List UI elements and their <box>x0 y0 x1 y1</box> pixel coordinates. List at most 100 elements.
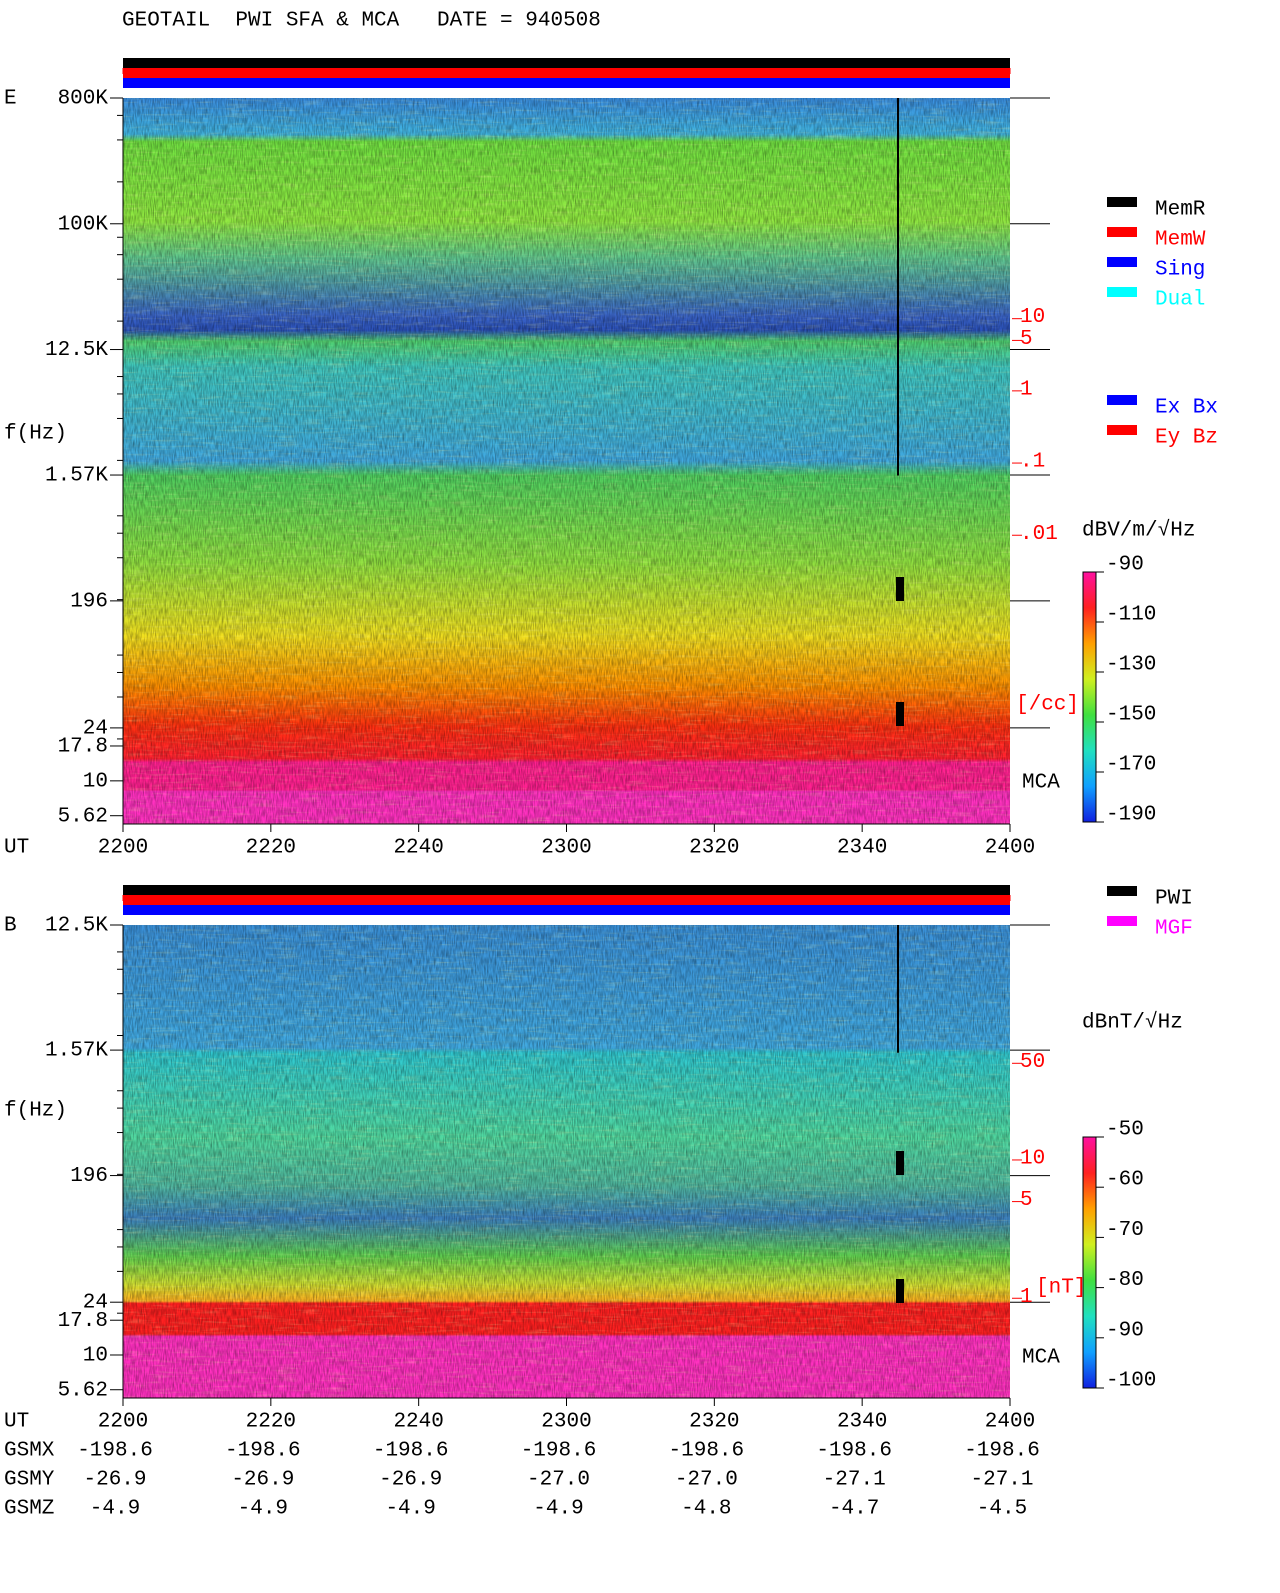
legend-swatch <box>1107 916 1137 926</box>
band-label: MCA <box>1022 1347 1060 1370</box>
orbit-value: -27.0 <box>527 1469 590 1492</box>
y-tick-label: 196 <box>70 590 108 613</box>
x-tick-label: 2340 <box>837 837 887 860</box>
x-tick-label: 2200 <box>98 1411 148 1434</box>
y-tick-label: 12.5K <box>45 915 108 938</box>
colorbar-tick-label: -60 <box>1106 1169 1144 1192</box>
colorbar-tick-label: -100 <box>1106 1370 1156 1393</box>
y2-tick-label: 5 <box>1020 1189 1033 1212</box>
orbit-value: -27.0 <box>675 1469 738 1492</box>
x-tick-label: 2300 <box>541 1411 591 1434</box>
y-tick-label: 24 <box>83 1292 108 1315</box>
orbit-value: -4.5 <box>977 1498 1027 1521</box>
orbit-name: GSMX <box>4 1440 55 1463</box>
spectrogram-noise <box>123 98 1010 824</box>
y2-tick-label: .1 <box>1020 451 1045 474</box>
y-tick-label: 196 <box>70 1165 108 1188</box>
panel-label: E <box>4 88 17 111</box>
x-tick-label: 2320 <box>689 1411 739 1434</box>
orbit-value: -4.9 <box>238 1498 288 1521</box>
status-bar <box>123 58 1010 68</box>
colorbar-tick-label: -170 <box>1106 754 1156 777</box>
y-axis-label: f(Hz) <box>4 1100 67 1123</box>
orbit-value: -4.9 <box>90 1498 140 1521</box>
legend-swatch <box>1107 395 1137 405</box>
colorbar-tick-label: -90 <box>1106 554 1144 577</box>
marker <box>896 702 904 726</box>
x-tick-label: 2400 <box>985 1411 1035 1434</box>
y2-axis-label: [/cc] <box>1016 694 1079 717</box>
status-bar <box>123 905 1010 915</box>
colorbar-label: dBnT/√Hz <box>1082 1011 1183 1035</box>
legend-swatch <box>1107 227 1137 237</box>
chart-title: GEOTAIL PWI SFA & MCA DATE = 940508 <box>122 10 601 33</box>
x-tick-label: 2300 <box>541 837 591 860</box>
marker <box>896 577 904 601</box>
panel-label: B <box>4 915 17 938</box>
legend-label: Sing <box>1155 259 1205 282</box>
colorbar-tick-label: -110 <box>1106 604 1156 627</box>
y-tick-label: 1.57K <box>45 1040 108 1063</box>
colorbar-label: dBV/m/√Hz <box>1082 519 1195 543</box>
legend-label: MGF <box>1155 918 1193 941</box>
colorbar-tick-label: -190 <box>1106 804 1156 827</box>
orbit-value: -4.8 <box>681 1498 731 1521</box>
legend-label: Ey Bz <box>1155 427 1218 450</box>
orbit-value: -26.9 <box>379 1469 442 1492</box>
orbit-value: -4.9 <box>533 1498 583 1521</box>
colorbar-tick-label: -90 <box>1106 1319 1144 1342</box>
y-tick-label: 5.62 <box>58 1379 108 1402</box>
marker <box>896 1279 904 1303</box>
orbit-name: GSMY <box>4 1469 55 1492</box>
y2-tick-label: 5 <box>1020 328 1033 351</box>
colorbar-tick-label: -150 <box>1106 704 1156 727</box>
orbit-value: -4.9 <box>385 1498 435 1521</box>
y-tick-label: 5.62 <box>58 805 108 828</box>
legend-swatch <box>1107 287 1137 297</box>
x-tick-label: 2240 <box>393 1411 443 1434</box>
colorbar <box>1082 1136 1097 1389</box>
x-tick-label: 2340 <box>837 1411 887 1434</box>
x-tick-label: 2200 <box>98 837 148 860</box>
orbit-value: -26.9 <box>231 1469 294 1492</box>
orbit-value: -198.6 <box>964 1440 1040 1463</box>
orbit-value: -198.6 <box>225 1440 301 1463</box>
x-axis-label: UT <box>4 837 29 860</box>
y-tick-label: 17.8 <box>58 1310 108 1333</box>
x-tick-label: 2220 <box>246 837 296 860</box>
colorbar-tick-label: -80 <box>1106 1269 1144 1292</box>
orbit-value: -198.6 <box>669 1440 745 1463</box>
legend-swatch <box>1107 257 1137 267</box>
status-bar <box>123 885 1010 895</box>
legend-label: PWI <box>1155 888 1193 911</box>
x-tick-label: 2240 <box>393 837 443 860</box>
x-axis-label: UT <box>4 1411 29 1434</box>
legend-swatch <box>1107 886 1137 896</box>
status-bar <box>123 78 1010 88</box>
legend-label: Ex Bx <box>1155 397 1218 420</box>
orbit-value: -27.1 <box>970 1469 1033 1492</box>
legend-swatch <box>1107 425 1137 435</box>
orbit-value: -198.6 <box>373 1440 449 1463</box>
colorbar-tick-label: -130 <box>1106 654 1156 677</box>
orbit-value: -198.6 <box>77 1440 153 1463</box>
orbit-value: -27.1 <box>823 1469 886 1492</box>
y2-tick-label: 1 <box>1020 378 1033 401</box>
colorbar-tick-label: -70 <box>1106 1219 1144 1242</box>
spectrogram-noise <box>123 925 1010 1398</box>
orbit-value: -198.6 <box>521 1440 597 1463</box>
marker <box>896 1151 904 1175</box>
y2-axis-label: [nT] <box>1036 1277 1086 1300</box>
legend-label: Dual <box>1155 289 1205 312</box>
colorbar <box>1082 571 1097 823</box>
x-tick-label: 2320 <box>689 837 739 860</box>
orbit-name: GSMZ <box>4 1498 54 1521</box>
legend-label: MemR <box>1155 199 1206 222</box>
legend-swatch <box>1107 197 1137 207</box>
orbit-value: -26.9 <box>83 1469 146 1492</box>
colorbar-tick-label: -50 <box>1106 1119 1144 1142</box>
y2-tick-label: 50 <box>1020 1051 1045 1074</box>
orbit-value: -4.7 <box>829 1498 879 1521</box>
